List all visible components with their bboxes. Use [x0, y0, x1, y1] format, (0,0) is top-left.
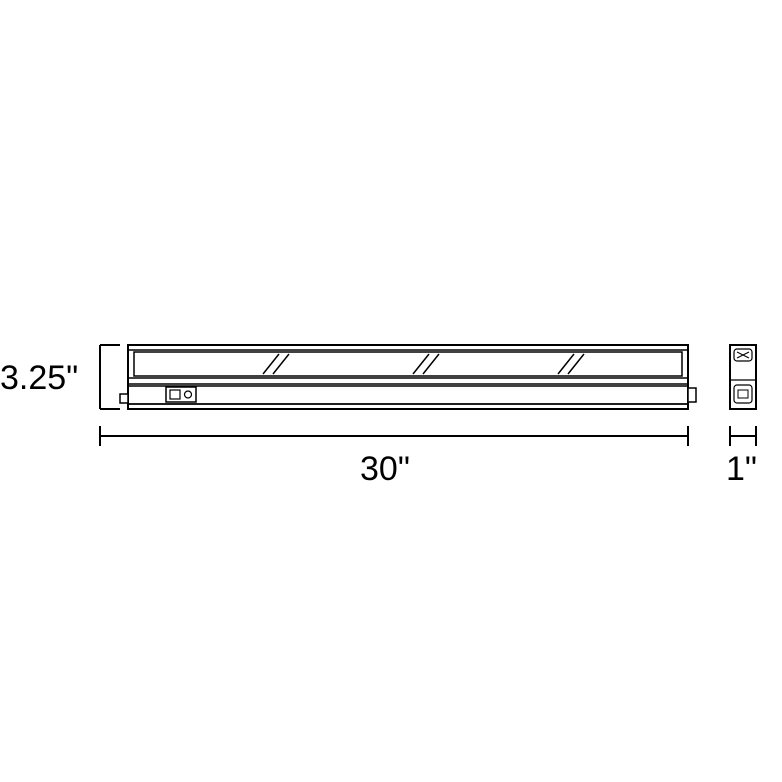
lens-panel	[134, 352, 682, 376]
side-detail-bottom	[734, 385, 752, 403]
dimension-drawing: 3.25" 30" 1"	[0, 0, 782, 782]
bottom-rail	[128, 386, 688, 404]
right-connector-nub	[688, 388, 696, 402]
dimension-width-label: 30"	[360, 450, 410, 488]
power-switch	[166, 387, 196, 402]
lens-hash-group-2	[413, 354, 439, 374]
mid-rail	[128, 378, 688, 384]
lens-hash-group-1	[263, 354, 289, 374]
dimension-depth-label: 1"	[726, 450, 757, 488]
dimension-height-label: 3.25"	[0, 359, 78, 397]
fixture-body-outline	[128, 345, 688, 409]
front-view	[120, 345, 696, 409]
dimension-depth	[730, 426, 756, 446]
side-view	[730, 345, 756, 409]
left-connector-nub	[120, 394, 128, 403]
dimension-height	[100, 345, 120, 409]
dimension-width	[100, 426, 688, 446]
lens-hash-group-3	[558, 354, 584, 374]
